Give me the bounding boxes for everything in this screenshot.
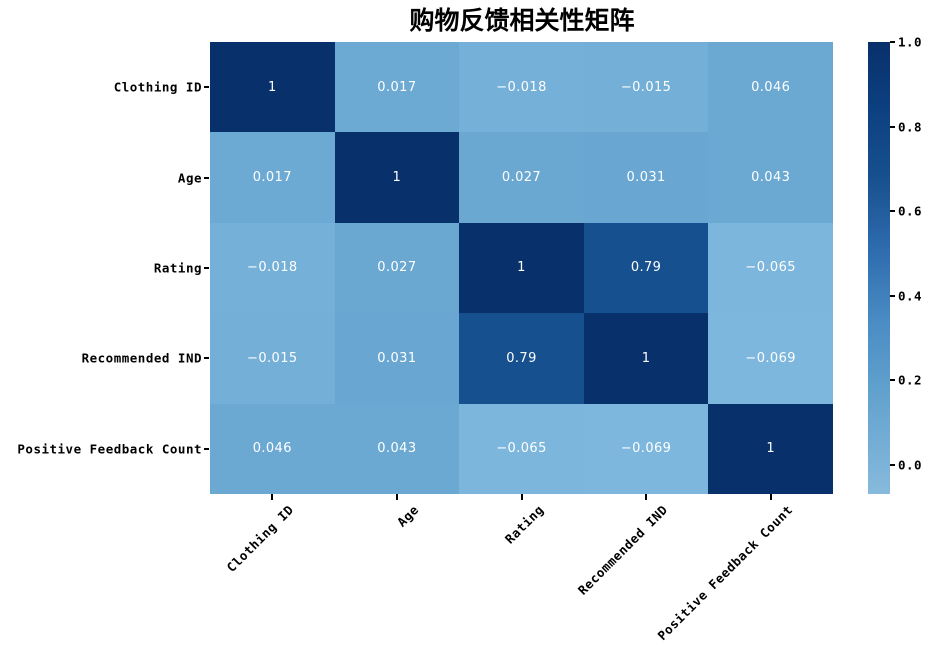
colorbar-tick-label: 0.2 xyxy=(898,372,923,388)
x-axis-tick-label: Positive Feedback Count xyxy=(654,502,796,644)
x-axis-tick-mark xyxy=(395,494,398,500)
heatmap-cell-value: 1 xyxy=(517,260,526,276)
heatmap-cell: 0.046 xyxy=(708,42,833,133)
heatmap-cell: −0.015 xyxy=(210,313,335,404)
heatmap-cell-value: 0.043 xyxy=(751,170,791,186)
heatmap-cell-value: 0.043 xyxy=(377,441,417,457)
y-axis xyxy=(0,42,210,494)
heatmap-cell: −0.065 xyxy=(459,403,584,494)
y-axis-tick-mark xyxy=(204,86,209,89)
heatmap-cell: 0.043 xyxy=(334,403,460,494)
colorbar-tick-mark xyxy=(890,210,895,213)
heatmap-cell-value: 0.017 xyxy=(252,170,292,186)
heatmap-cell-grid: 1 0.017 −0.018 −0.015 0.046 0.017 1 0.027 0.031 0… xyxy=(210,42,833,494)
colorbar-ticklabels: 1.0 0.8 0.6 0.4 0.2 0.0 xyxy=(890,35,932,494)
heatmap-cell-value: −0.065 xyxy=(496,441,547,457)
y-axis-tick-label: Rating xyxy=(153,260,202,276)
heatmap-cell: 1 xyxy=(334,132,460,223)
colorbar-gradient xyxy=(868,42,890,494)
heatmap-cell: −0.018 xyxy=(459,42,584,133)
heatmap-cell: 1 xyxy=(708,403,833,494)
heatmap-cell: 0.046 xyxy=(210,403,335,494)
colorbar-tick-label: 0.8 xyxy=(898,119,923,135)
heatmap-cell-value: −0.065 xyxy=(745,260,796,276)
heatmap-cell: −0.065 xyxy=(708,222,833,314)
x-axis-tick-mark xyxy=(520,494,523,500)
y-axis-tick-mark xyxy=(204,447,209,450)
y-axis-tick-label: Age xyxy=(177,170,202,186)
y-axis-tick-mark xyxy=(204,357,209,360)
heatmap-cell: 0.027 xyxy=(459,132,584,223)
heatmap-cell: 0.043 xyxy=(708,132,833,223)
x-axis xyxy=(210,494,833,504)
heatmap-cell: 1 xyxy=(210,42,335,133)
heatmap-cell: −0.069 xyxy=(708,313,833,404)
colorbar-tick-mark xyxy=(890,125,895,128)
x-axis-tick-label: Clothing ID xyxy=(223,502,297,576)
heatmap-cell: 1 xyxy=(583,313,709,404)
heatmap-cell-value: −0.069 xyxy=(620,441,672,457)
heatmap-cell-value: −0.015 xyxy=(620,79,672,95)
colorbar-tick-mark xyxy=(890,41,895,43)
x-axis-tick-mark xyxy=(271,494,274,500)
y-axis-tick-label: Clothing ID xyxy=(113,79,202,95)
y-axis-tick-label: Positive Feedback Count xyxy=(17,441,202,457)
heatmap-cell-value: −0.069 xyxy=(745,350,796,366)
heatmap-cell: −0.018 xyxy=(210,222,335,314)
heatmap-cell-value: 0.79 xyxy=(630,260,662,276)
page-title: 购物反馈相关性矩阵 xyxy=(409,6,635,35)
y-axis-ticklabels: Clothing ID Age Rating Recommended IND Posit… xyxy=(0,42,202,494)
heatmap-cell: 1 xyxy=(459,222,584,314)
colorbar-tick-mark xyxy=(890,463,895,466)
x-axis-tick-mark xyxy=(769,494,772,500)
heatmap-cell-value: −0.018 xyxy=(247,260,298,276)
heatmap-cell: 0.031 xyxy=(583,132,709,223)
colorbar-tick-mark xyxy=(890,379,895,382)
x-axis-tick-mark xyxy=(645,494,648,500)
heatmap-cell: 0.031 xyxy=(334,313,460,404)
heatmap-cell-value: 1 xyxy=(766,441,776,457)
colorbar-tick-label: 1.0 xyxy=(898,34,923,50)
heatmap-cell-value: 0.031 xyxy=(377,350,417,366)
heatmap-cell: −0.015 xyxy=(583,42,709,133)
heatmap-cell: 0.79 xyxy=(459,313,584,404)
x-axis-tick-label: Rating xyxy=(501,502,547,547)
heatmap-cell-value: −0.015 xyxy=(247,350,298,366)
heatmap-cell-value: 0.046 xyxy=(751,79,791,95)
heatmap-cell-value: 0.017 xyxy=(377,79,417,95)
colorbar xyxy=(868,42,890,494)
heatmap-cell-value: 0.031 xyxy=(626,170,666,186)
colorbar-tick-label: 0.6 xyxy=(898,203,923,219)
heatmap-cell-value: 0.79 xyxy=(506,350,537,366)
heatmap-cell-value: 0.027 xyxy=(501,170,542,186)
heatmap-cell-value: 1 xyxy=(267,79,277,95)
colorbar-tick-mark xyxy=(890,294,895,297)
heatmap-cell-value: 1 xyxy=(641,350,651,366)
y-axis-tick-mark xyxy=(204,267,209,269)
x-axis-tick-label: Age xyxy=(393,502,422,530)
heatmap-cell-value: 1 xyxy=(392,170,402,186)
colorbar-tick-label: 0.4 xyxy=(898,288,923,304)
x-axis-ticklabels: Clothing ID Age Rating Recommended IND Posit… xyxy=(210,502,833,661)
heatmap-cell: 0.017 xyxy=(210,132,335,223)
heatmap-cell: 0.027 xyxy=(334,222,460,314)
heatmap-cell-value: −0.018 xyxy=(496,79,547,95)
heatmap-cell: 0.79 xyxy=(583,222,709,314)
heatmap-cell: −0.069 xyxy=(583,403,709,494)
y-axis-tick-label: Recommended IND xyxy=(81,350,202,366)
heatmap-plot-area: 1 0.017 −0.018 −0.015 0.046 0.017 1 0.027 0.031 0… xyxy=(210,42,833,494)
heatmap-cell: 0.017 xyxy=(334,42,460,133)
x-axis-tick-label: Recommended IND xyxy=(574,502,671,598)
heatmap-cell-value: 0.046 xyxy=(252,441,292,457)
heatmap-cell-value: 0.027 xyxy=(377,260,417,276)
y-axis-tick-mark xyxy=(204,176,209,179)
colorbar-tick-label: 0.0 xyxy=(898,457,923,473)
